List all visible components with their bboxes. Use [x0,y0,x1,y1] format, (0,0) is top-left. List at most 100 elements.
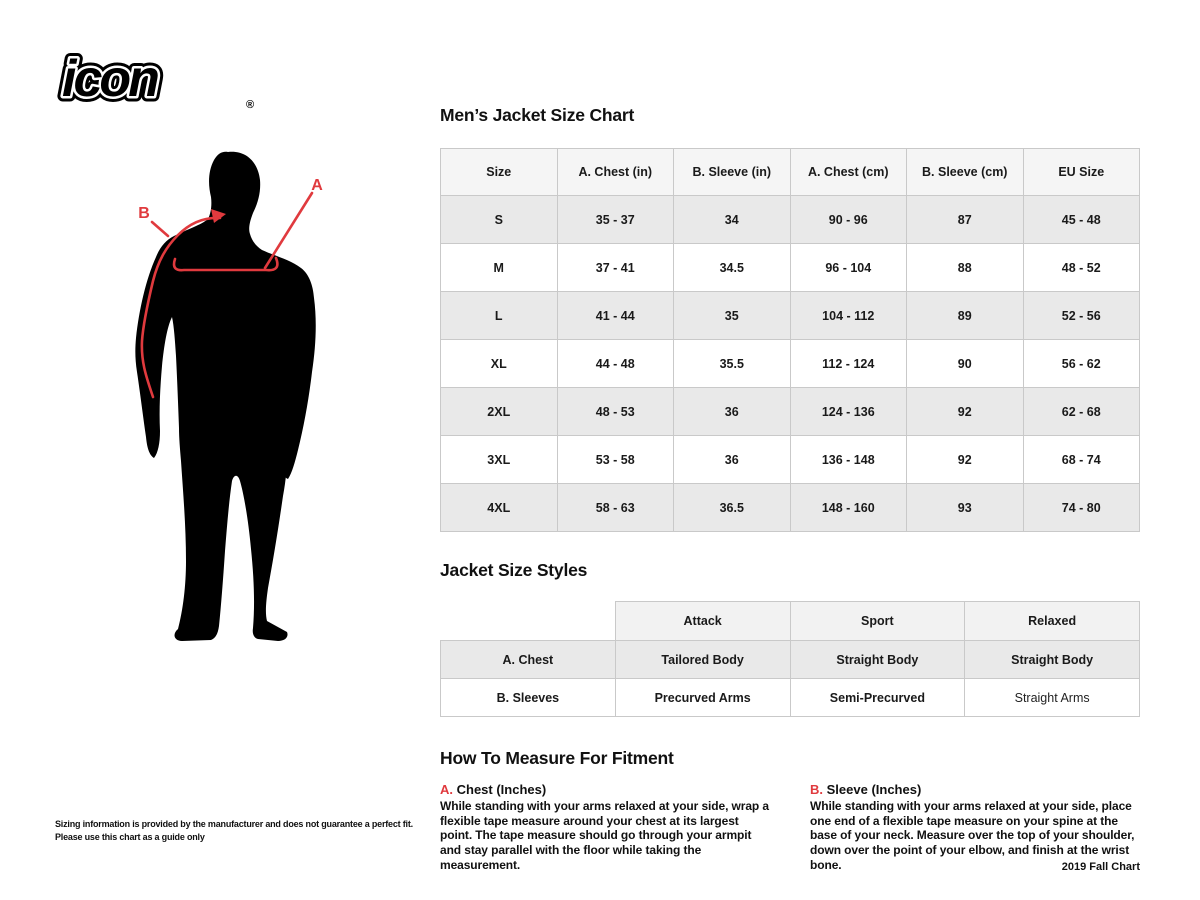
column-header-chest-in: A. Chest (in) [556,148,674,196]
column-header-chest-cm: A. Chest (cm) [789,148,907,196]
styles-row-sleeves: B. Sleeves Precurved Arms Semi-Precurved… [440,678,1140,717]
cell-chest-in: 44 - 48 [556,339,674,388]
column-header-attack: Attack [614,601,791,641]
size-row-s: S 35 - 37 34 90 - 96 87 45 - 48 [440,195,1140,244]
cell-chest-in: 58 - 63 [556,483,674,532]
cell-relaxed-chest: Straight Body [964,640,1140,679]
cell-sleeve-in: 35.5 [673,339,791,388]
size-row-3xl: 3XL 53 - 58 36 136 - 148 92 68 - 74 [440,435,1140,484]
cell-chest-in: 48 - 53 [556,387,674,436]
measure-title: How To Measure For Fitment [440,748,674,768]
disclaimer-line-1: Sizing information is provided by the ma… [55,819,413,829]
row-header-chest: A. Chest [440,640,616,679]
cell-sleeve-cm: 90 [906,339,1024,388]
row-header-sleeves: B. Sleeves [440,678,616,717]
icon-logo-inline: icon [62,50,158,108]
measure-section-sleeve: B. Sleeve (Inches) While standing with y… [810,782,1142,872]
measure-section: How To Measure For Fitment A. Chest (Inc… [440,748,1142,872]
styles-row-chest: A. Chest Tailored Body Straight Body Str… [440,640,1140,679]
cell-eu-size: 56 - 62 [1022,339,1140,388]
cell-chest-cm: 124 - 136 [789,387,907,436]
cell-sport-sleeves: Semi-Precurved [789,678,966,717]
styles-table: Attack Sport Relaxed A. Chest Tailored B… [440,601,1140,717]
cell-sleeve-in: 36.5 [673,483,791,532]
column-header-eu-size: EU Size [1022,148,1140,196]
cell-chest-in: 53 - 58 [556,435,674,484]
sleeve-label-b: B [138,205,150,222]
cell-eu-size: 68 - 74 [1022,435,1140,484]
icon-logo-fill: icon [62,50,158,108]
column-header-sleeve-in: B. Sleeve (in) [673,148,791,196]
cell-sleeve-cm: 88 [906,243,1024,292]
cell-sleeve-cm: 93 [906,483,1024,532]
label-b-pointer-line [150,220,170,238]
icon-logo: icon icon icon ® [57,48,255,112]
disclaimer-line-2: Please use this chart as a guide only [55,832,205,843]
measure-sleeve-heading: Sleeve (Inches) [826,782,922,797]
measure-chest-label: A. [440,782,453,797]
body-silhouette [135,151,316,642]
cell-chest-in: 41 - 44 [556,291,674,340]
cell-attack-sleeves: Precurved Arms [614,678,791,717]
cell-chest-cm: 96 - 104 [789,243,907,292]
measure-sleeve-label: B. [810,782,823,797]
cell-chest-cm: 136 - 148 [789,435,907,484]
cell-sleeve-in: 36 [673,387,791,436]
cell-chest-cm: 148 - 160 [789,483,907,532]
cell-size: L [440,291,558,340]
registered-mark: ® [246,99,254,111]
cell-size: M [440,243,558,292]
cell-chest-in: 35 - 37 [556,195,674,244]
measure-section-chest: A. Chest (Inches) While standing with yo… [440,782,772,872]
cell-eu-size: 62 - 68 [1022,387,1140,436]
measure-chest-heading: Chest (Inches) [456,782,547,797]
sleeve-arrowhead [211,209,226,223]
size-row-2xl: 2XL 48 - 53 36 124 - 136 92 62 - 68 [440,387,1140,436]
size-row-l: L 41 - 44 35 104 - 112 89 52 - 56 [440,291,1140,340]
measure-chest-body: While standing with your arms relaxed at… [440,799,769,872]
cell-size: 3XL [440,435,558,484]
sleeve-measure-line [140,216,222,399]
edition-label: 2019 Fall Chart [1061,861,1140,873]
chest-label-a: A [311,177,323,194]
cell-eu-size: 74 - 80 [1022,483,1140,532]
label-a-pointer-line [263,191,314,270]
cell-sleeve-cm: 89 [906,291,1024,340]
cell-sleeve-cm: 92 [906,435,1024,484]
size-chart-table: Size A. Chest (in) B. Sleeve (in) A. Che… [440,148,1140,532]
column-header-sleeve-cm: B. Sleeve (cm) [906,148,1024,196]
cell-sleeve-in: 35 [673,291,791,340]
cell-size: S [440,195,558,244]
size-row-xl: XL 44 - 48 35.5 112 - 124 90 56 - 62 [440,339,1140,388]
cell-size: 2XL [440,387,558,436]
styles-blank-corner [440,601,616,641]
cell-chest-cm: 90 - 96 [789,195,907,244]
disclaimer: Sizing information is provided by the ma… [55,818,413,844]
chest-measure-line [172,256,279,272]
cell-sleeve-in: 36 [673,435,791,484]
measure-sleeve-body: While standing with your arms relaxed at… [810,799,1135,872]
cell-attack-chest: Tailored Body [614,640,791,679]
size-chart-header-row: Size A. Chest (in) B. Sleeve (in) A. Che… [440,148,1140,196]
cell-sleeve-in: 34 [673,195,791,244]
icon-logo-outer: icon [62,50,158,108]
cell-sleeve-cm: 92 [906,387,1024,436]
cell-relaxed-sleeves: Straight Arms [964,678,1140,717]
cell-size: 4XL [440,483,558,532]
cell-sleeve-cm: 87 [906,195,1024,244]
cell-eu-size: 52 - 56 [1022,291,1140,340]
column-header-sport: Sport [789,601,966,641]
cell-eu-size: 45 - 48 [1022,195,1140,244]
size-row-4xl: 4XL 58 - 63 36.5 148 - 160 93 74 - 80 [440,483,1140,532]
cell-chest-cm: 112 - 124 [789,339,907,388]
cell-chest-in: 37 - 41 [556,243,674,292]
size-chart-title: Men’s Jacket Size Chart [440,105,635,125]
styles-title: Jacket Size Styles [440,560,588,580]
styles-header-row: Attack Sport Relaxed [440,601,1140,641]
cell-sport-chest: Straight Body [789,640,966,679]
male-silhouette-figure: A B [135,151,323,642]
size-row-m: M 37 - 41 34.5 96 - 104 88 48 - 52 [440,243,1140,292]
cell-sleeve-in: 34.5 [673,243,791,292]
column-header-relaxed: Relaxed [964,601,1140,641]
cell-chest-cm: 104 - 112 [789,291,907,340]
